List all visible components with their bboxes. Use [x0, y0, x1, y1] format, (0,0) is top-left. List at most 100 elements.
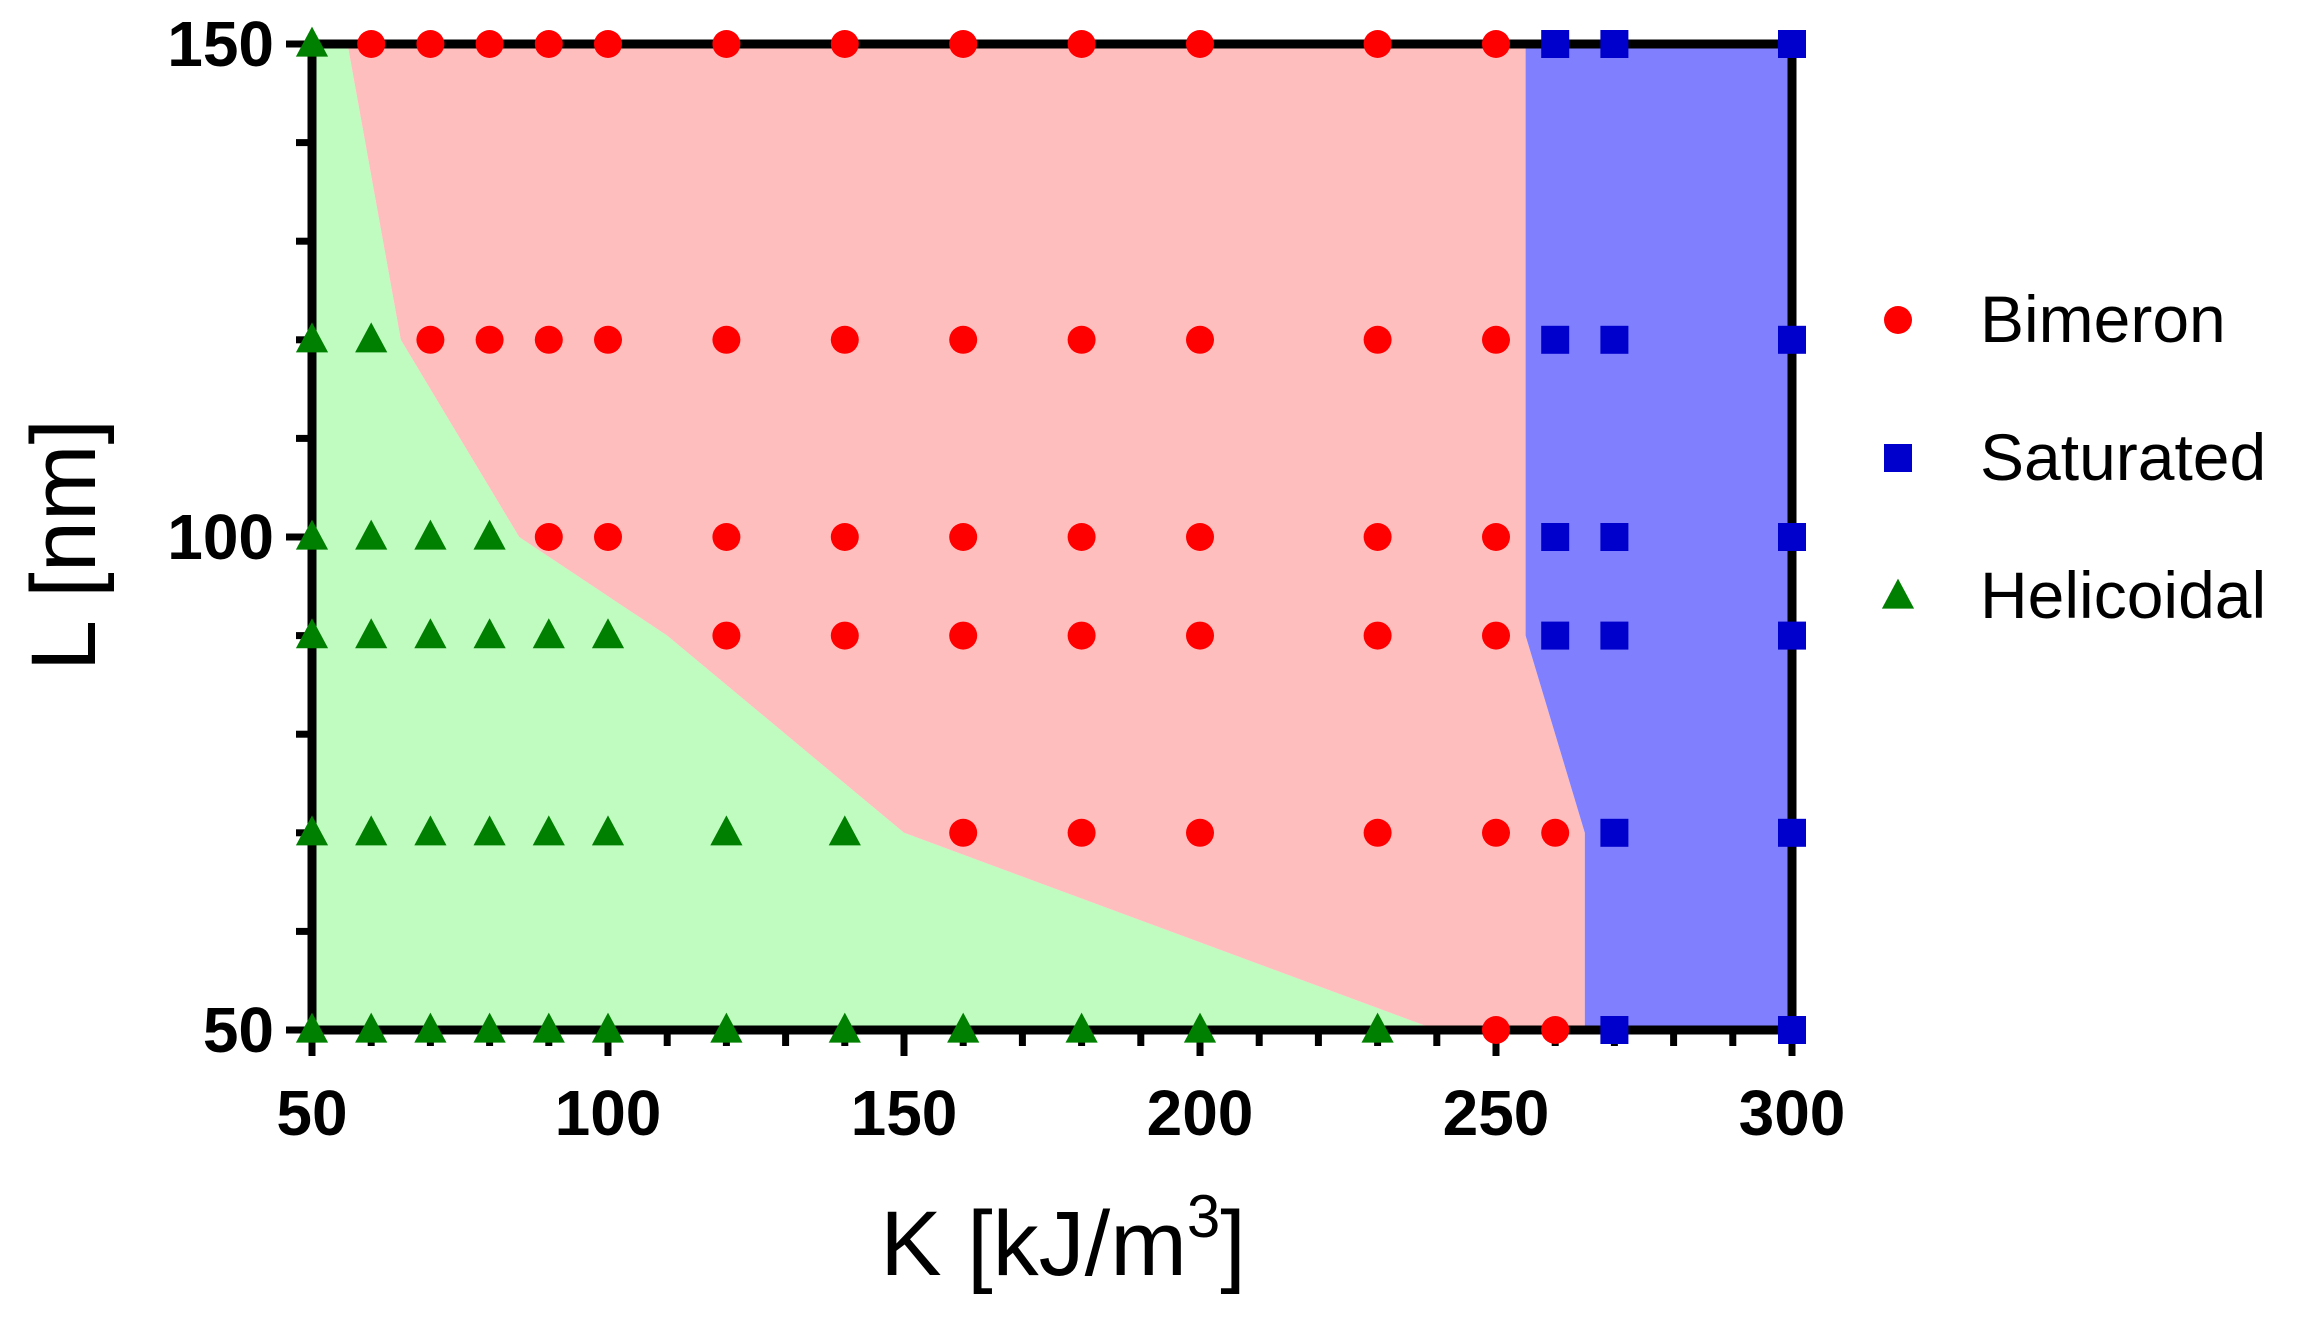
- bimeron-point: [1067, 30, 1096, 58]
- helicoidal-point: [591, 618, 625, 649]
- legend-label-helicoidal: Helicoidal: [1980, 558, 2266, 632]
- helicoidal-point: [532, 1012, 565, 1043]
- legend-marker-saturated: [1884, 444, 1912, 472]
- bimeron-point: [1067, 325, 1096, 354]
- legend-marker-helicoidal: [1881, 578, 1915, 609]
- saturated-point: [1541, 523, 1570, 551]
- legend: Bimeron Saturated Helicoidal: [1881, 282, 2266, 632]
- helicoidal-point: [473, 1012, 506, 1043]
- helicoidal-point: [591, 815, 625, 846]
- bimeron-point: [1482, 818, 1510, 847]
- bimeron-point: [1482, 1016, 1510, 1044]
- bimeron-point: [1186, 30, 1214, 58]
- saturated-point: [1600, 818, 1629, 847]
- helicoidal-point: [414, 618, 447, 649]
- bimeron-point: [594, 30, 622, 58]
- bimeron-point: [416, 325, 445, 354]
- data-points: [295, 26, 1806, 1044]
- axis-labels: L [nm] K [kJ/m3]: [13, 419, 1246, 1295]
- helicoidal-point: [295, 519, 329, 550]
- helicoidal-point: [355, 322, 388, 353]
- bimeron-point: [1482, 30, 1510, 58]
- bimeron-point: [416, 30, 445, 58]
- x-tick-label: 150: [851, 1077, 958, 1149]
- bimeron-point: [1067, 621, 1096, 650]
- x-axis-label-main: K [kJ/m: [880, 1193, 1187, 1295]
- legend-label-bimeron: Bimeron: [1980, 282, 2226, 356]
- x-axis-label-suffix: ]: [1220, 1193, 1246, 1295]
- series-bimeron: [357, 30, 1570, 1044]
- legend-marker-bimeron: [1884, 306, 1912, 334]
- bimeron-point: [949, 325, 978, 354]
- bimeron-point: [1186, 523, 1214, 551]
- region-saturated: [1525, 44, 1792, 1030]
- region-helicoidal: [312, 44, 1437, 1030]
- saturated-point: [1600, 523, 1629, 551]
- bimeron-point: [830, 30, 859, 58]
- helicoidal-point: [414, 815, 447, 846]
- helicoidal-point: [591, 1012, 625, 1043]
- bimeron-point: [949, 523, 978, 551]
- bimeron-point: [830, 621, 859, 650]
- saturated-point: [1600, 325, 1629, 354]
- bimeron-point: [475, 30, 504, 58]
- helicoidal-point: [295, 322, 329, 353]
- x-tick-label: 100: [555, 1077, 662, 1149]
- series-helicoidal: [295, 26, 1394, 1043]
- helicoidal-point: [532, 618, 565, 649]
- bimeron-point: [1363, 325, 1392, 354]
- helicoidal-point: [473, 519, 506, 550]
- saturated-point: [1541, 621, 1570, 650]
- bimeron-point: [1186, 325, 1214, 354]
- helicoidal-point: [355, 1012, 388, 1043]
- helicoidal-point: [295, 815, 329, 846]
- saturated-point: [1600, 621, 1629, 650]
- helicoidal-point: [947, 1012, 980, 1043]
- helicoidal-point: [532, 815, 565, 846]
- bimeron-point: [1363, 523, 1392, 551]
- bimeron-point: [1363, 621, 1392, 650]
- saturated-point: [1778, 30, 1806, 58]
- helicoidal-point: [414, 519, 447, 550]
- bimeron-point: [1482, 621, 1510, 650]
- bimeron-point: [475, 325, 504, 354]
- bimeron-point: [712, 621, 741, 650]
- helicoidal-point: [710, 815, 743, 846]
- helicoidal-point: [828, 1012, 861, 1043]
- bimeron-point: [1482, 523, 1510, 551]
- bimeron-point: [1067, 818, 1096, 847]
- bimeron-point: [534, 30, 563, 58]
- bimeron-point: [594, 325, 622, 354]
- saturated-point: [1600, 1016, 1629, 1044]
- bimeron-point: [949, 30, 978, 58]
- bimeron-point: [830, 523, 859, 551]
- x-tick-label: 250: [1443, 1077, 1550, 1149]
- y-tick-label: 100: [167, 501, 274, 573]
- helicoidal-point: [473, 815, 506, 846]
- helicoidal-point: [355, 618, 388, 649]
- bimeron-point: [712, 523, 741, 551]
- helicoidal-point: [1361, 1012, 1394, 1043]
- helicoidal-point: [355, 519, 388, 550]
- bimeron-point: [1482, 325, 1510, 354]
- saturated-point: [1778, 325, 1806, 354]
- helicoidal-point: [828, 815, 861, 846]
- y-tick-label: 50: [203, 994, 274, 1066]
- bimeron-point: [357, 30, 386, 58]
- bimeron-point: [712, 30, 741, 58]
- helicoidal-point: [1065, 1012, 1098, 1043]
- bimeron-point: [949, 818, 978, 847]
- y-tick-label: 150: [167, 8, 274, 80]
- bimeron-point: [949, 621, 978, 650]
- saturated-point: [1778, 523, 1806, 551]
- bimeron-point: [712, 325, 741, 354]
- saturated-point: [1541, 30, 1570, 58]
- legend-label-saturated: Saturated: [1980, 420, 2266, 494]
- bimeron-point: [1541, 1016, 1570, 1044]
- bimeron-point: [830, 325, 859, 354]
- x-axis-label: K [kJ/m3]: [880, 1183, 1246, 1295]
- x-tick-label: 300: [1739, 1077, 1846, 1149]
- helicoidal-point: [414, 1012, 447, 1043]
